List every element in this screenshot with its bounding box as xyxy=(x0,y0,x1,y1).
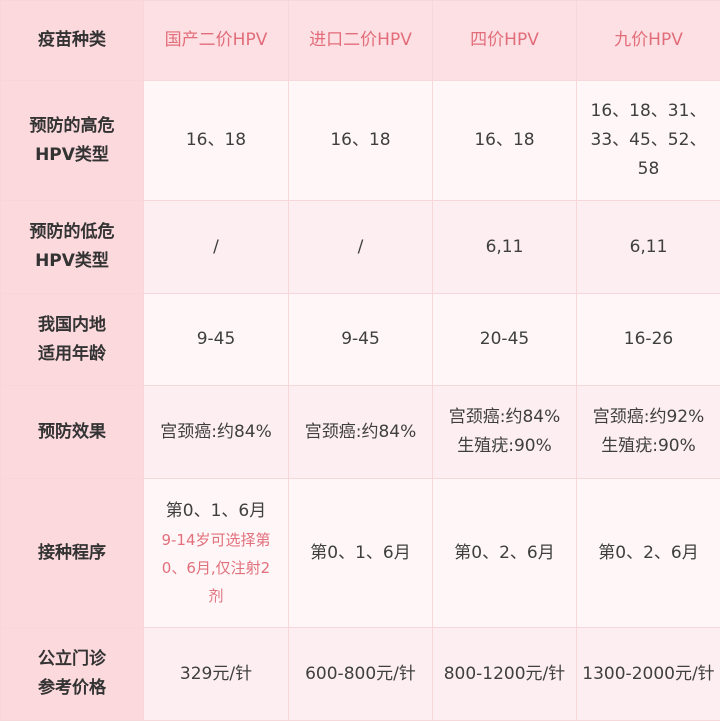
table-cell: 800-1200元/针 xyxy=(433,628,577,721)
table-cell: 1300-2000元/针 xyxy=(577,628,720,721)
column-header: 九价HPV xyxy=(577,1,720,81)
table-cell: 第0、1、6月 9-14岁可选择第0、6月,仅注射2剂 xyxy=(144,479,289,628)
column-header: 进口二价HPV xyxy=(289,1,433,81)
table-cell: 9-45 xyxy=(289,294,433,386)
table-cell: 6,11 xyxy=(577,201,720,294)
table-row: 我国内地适用年龄 9-45 9-45 20-45 16-26 xyxy=(1,294,720,386)
column-header: 四价HPV xyxy=(433,1,577,81)
table-row: 公立门诊参考价格 329元/针 600-800元/针 800-1200元/针 1… xyxy=(1,628,720,721)
table-cell: 第0、1、6月 xyxy=(289,479,433,628)
table-cell: 宫颈癌:约84%生殖疣:90% xyxy=(433,386,577,479)
table-row: 预防的低危HPV类型 / / 6,11 6,11 xyxy=(1,201,720,294)
row-label: 预防效果 xyxy=(1,386,144,479)
schedule-text: 第0、1、6月 xyxy=(156,497,276,526)
table-row: 预防效果 宫颈癌:约84% 宫颈癌:约84% 宫颈癌:约84%生殖疣:90% 宫… xyxy=(1,386,720,479)
table-cell: / xyxy=(144,201,289,294)
table-cell: / xyxy=(289,201,433,294)
table-cell: 宫颈癌:约84% xyxy=(289,386,433,479)
row-label: 我国内地适用年龄 xyxy=(1,294,144,386)
table-cell: 第0、2、6月 xyxy=(577,479,720,628)
row-label: 预防的高危HPV类型 xyxy=(1,81,144,201)
table-cell: 宫颈癌:约84% xyxy=(144,386,289,479)
table-cell: 600-800元/针 xyxy=(289,628,433,721)
table-cell: 329元/针 xyxy=(144,628,289,721)
table-cell: 第0、2、6月 xyxy=(433,479,577,628)
table-cell: 20-45 xyxy=(433,294,577,386)
table-cell: 16、18 xyxy=(289,81,433,201)
schedule-note: 9-14岁可选择第0、6月,仅注射2剂 xyxy=(156,526,276,610)
row-label: 预防的低危HPV类型 xyxy=(1,201,144,294)
column-header: 国产二价HPV xyxy=(144,1,289,81)
table-cell: 16、18、31、33、45、52、58 xyxy=(577,81,720,201)
row-label: 公立门诊参考价格 xyxy=(1,628,144,721)
table-cell: 16-26 xyxy=(577,294,720,386)
table-row: 预防的高危HPV类型 16、18 16、18 16、18 16、18、31、33… xyxy=(1,81,720,201)
table-cell: 宫颈癌:约92%生殖疣:90% xyxy=(577,386,720,479)
table-cell: 9-45 xyxy=(144,294,289,386)
table-row: 接种程序 第0、1、6月 9-14岁可选择第0、6月,仅注射2剂 第0、1、6月… xyxy=(1,479,720,628)
header-label: 疫苗种类 xyxy=(1,1,144,81)
table-cell: 6,11 xyxy=(433,201,577,294)
table-cell: 16、18 xyxy=(433,81,577,201)
header-row: 疫苗种类 国产二价HPV 进口二价HPV 四价HPV 九价HPV xyxy=(1,1,720,81)
table-cell: 16、18 xyxy=(144,81,289,201)
row-label: 接种程序 xyxy=(1,479,144,628)
